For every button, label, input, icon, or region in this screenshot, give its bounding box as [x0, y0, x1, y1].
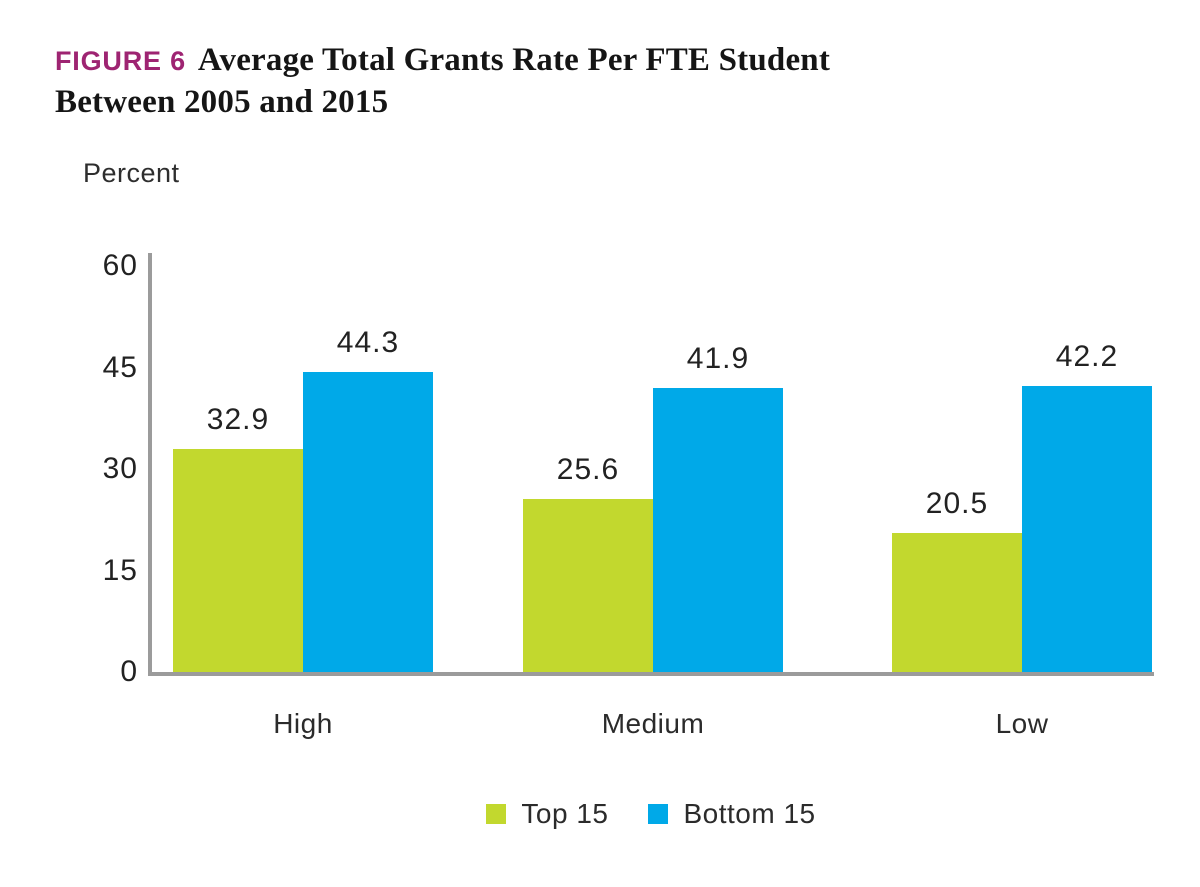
- legend-label: Top 15: [521, 798, 609, 829]
- category-label: Medium: [601, 708, 705, 739]
- chart-title: FIGURE 6 Average Total Grants Rate Per FT…: [55, 40, 1155, 123]
- legend-label: Bottom 15: [683, 798, 816, 829]
- y-axis-title: Percent: [83, 158, 180, 188]
- bar-top-15: [523, 498, 653, 672]
- legend-item: Bottom 15: [648, 798, 815, 830]
- x-axis-line: [148, 672, 1154, 676]
- chart-title-line2: Between 2005 and 2015: [55, 84, 389, 120]
- y-axis-tick-label: 15: [102, 553, 138, 587]
- legend-swatch-icon: [648, 804, 669, 824]
- chart-legend: Top 15 Bottom 15: [148, 798, 1154, 830]
- bar-value-label: 41.9: [686, 342, 750, 376]
- figure-number-label: FIGURE 6: [55, 46, 186, 76]
- bar-value-label: 25.6: [556, 452, 620, 486]
- chart-title-line1: Average Total Grants Rate Per FTE Studen…: [197, 42, 831, 78]
- y-axis-line: [148, 253, 152, 676]
- legend-swatch-icon: [486, 804, 507, 824]
- category-label: Low: [995, 708, 1049, 739]
- y-axis-tick-label: 60: [102, 249, 138, 282]
- bar-value-label: 20.5: [925, 487, 989, 521]
- y-axis-tick-label: 0: [120, 655, 138, 688]
- bar-value-label: 42.2: [1055, 340, 1119, 374]
- bar-bottom-15: [303, 372, 433, 672]
- legend-item: Top 15: [486, 798, 608, 830]
- bar-top-15: [173, 449, 303, 672]
- bar-top-15: [892, 533, 1022, 672]
- y-axis-tick-label: 30: [102, 452, 138, 485]
- bar-bottom-15: [653, 388, 783, 672]
- bar-bottom-15: [1022, 386, 1152, 672]
- bar-value-label: 44.3: [336, 326, 400, 360]
- category-label: High: [273, 708, 333, 739]
- bar-value-label: 32.9: [206, 403, 270, 437]
- y-axis-tick-label: 45: [102, 350, 138, 384]
